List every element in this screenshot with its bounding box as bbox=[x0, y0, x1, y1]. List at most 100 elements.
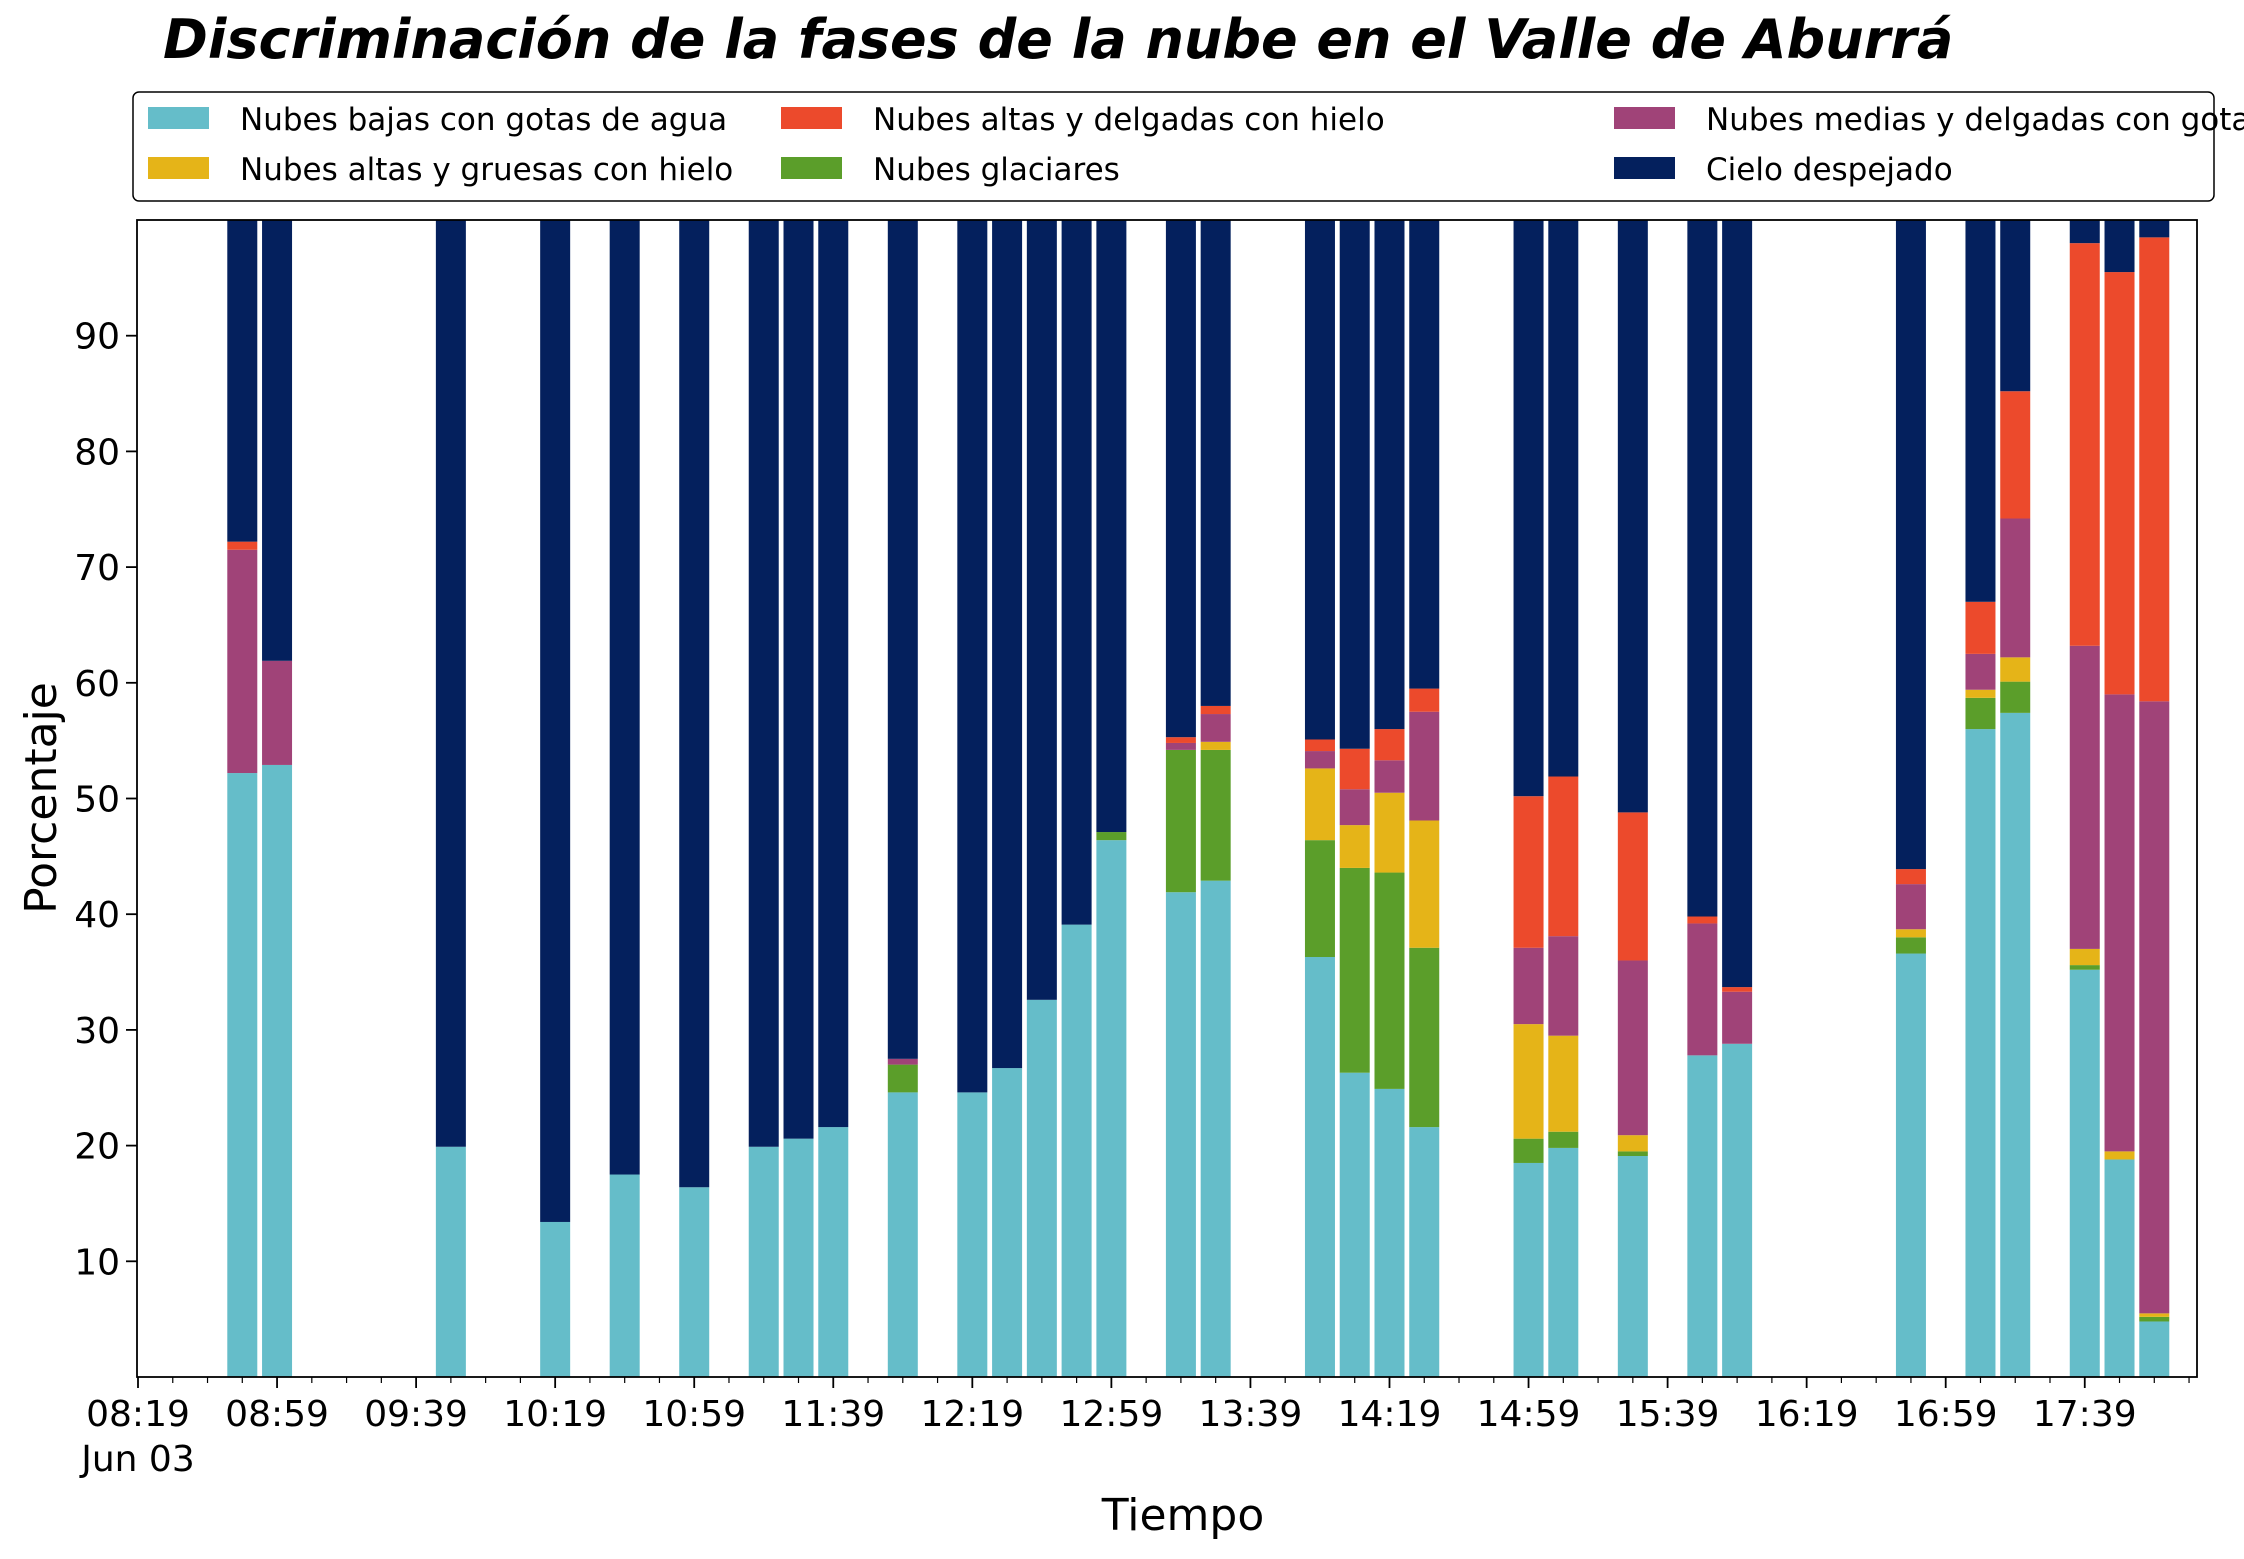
bar-segment-22-series-2 bbox=[1513, 1138, 1544, 1163]
bar-segment-26-series-6 bbox=[1722, 220, 1753, 988]
bar-segment-11-series-6 bbox=[957, 220, 988, 1093]
bar-segment-32-series-5 bbox=[2139, 237, 2170, 702]
bar-segment-5-series-1 bbox=[609, 1174, 640, 1377]
bar-segment-16-series-4 bbox=[1165, 742, 1196, 750]
bar-segment-22-series-5 bbox=[1513, 796, 1544, 948]
bar-segment-8-series-1 bbox=[783, 1138, 814, 1377]
x-tick-label-14: 16:59 bbox=[1894, 1394, 1998, 1435]
bar-segment-26-series-1 bbox=[1722, 1043, 1753, 1377]
bar-segment-8-series-6 bbox=[783, 220, 814, 1139]
x-tick-label-4: 10:19 bbox=[503, 1394, 607, 1435]
bar-segment-16-series-1 bbox=[1165, 892, 1196, 1377]
x-tick-label-8: 12:59 bbox=[1060, 1394, 1164, 1435]
bar-segment-17-series-6 bbox=[1200, 220, 1231, 706]
bar-segment-18-series-2 bbox=[1304, 840, 1335, 958]
bar-segment-27-series-6 bbox=[1895, 220, 1926, 870]
y-tick-label-70: 70 bbox=[74, 548, 120, 589]
bar-segment-2-series-1 bbox=[262, 764, 293, 1377]
x-tick-label-5: 10:59 bbox=[642, 1394, 746, 1435]
bar-segment-27-series-4 bbox=[1895, 884, 1926, 930]
legend-swatch-5 bbox=[781, 107, 842, 129]
bar-segment-27-series-2 bbox=[1895, 937, 1926, 954]
bar-segment-29-series-2 bbox=[2000, 681, 2031, 713]
x-tick-label-3: 09:39 bbox=[364, 1394, 468, 1435]
bar-segment-19-series-1 bbox=[1339, 1072, 1370, 1377]
legend-label-6: Cielo despejado bbox=[1706, 152, 1953, 188]
bar-segment-31-series-5 bbox=[2104, 272, 2135, 695]
bar-segment-19-series-3 bbox=[1339, 825, 1370, 868]
bar-segment-20-series-2 bbox=[1374, 872, 1405, 1089]
bar-segment-17-series-5 bbox=[1200, 705, 1231, 715]
legend-label-4: Nubes medias y delgadas con gotas de agu… bbox=[1706, 102, 2244, 138]
bar-segment-24-series-4 bbox=[1617, 960, 1648, 1136]
bar-segment-21-series-2 bbox=[1409, 947, 1440, 1128]
y-tick-label-10: 10 bbox=[74, 1242, 120, 1283]
bar-segment-18-series-6 bbox=[1304, 220, 1335, 740]
bar-segment-4-series-6 bbox=[540, 220, 571, 1222]
bar-segment-31-series-6 bbox=[2104, 220, 2135, 273]
bar-segment-30-series-6 bbox=[2069, 220, 2100, 244]
bar-segment-19-series-5 bbox=[1339, 748, 1370, 790]
bar-segment-10-series-2 bbox=[887, 1064, 918, 1093]
bar-segment-23-series-1 bbox=[1548, 1147, 1579, 1377]
bar-segment-27-series-3 bbox=[1895, 929, 1926, 938]
y-tick-label-30: 30 bbox=[74, 1011, 120, 1052]
bar-segment-28-series-2 bbox=[1965, 697, 1996, 730]
bar-segment-21-series-3 bbox=[1409, 820, 1440, 948]
bar-segment-25-series-4 bbox=[1687, 923, 1718, 1056]
bar-segment-1-series-4 bbox=[227, 549, 258, 774]
bar-segment-1-series-1 bbox=[227, 773, 258, 1377]
bar-segment-31-series-4 bbox=[2104, 694, 2135, 1152]
bar-segment-28-series-3 bbox=[1965, 689, 1996, 698]
bar-segment-13-series-1 bbox=[1026, 999, 1057, 1377]
bar-segment-23-series-6 bbox=[1548, 220, 1579, 777]
bar-segment-18-series-4 bbox=[1304, 751, 1335, 769]
x-tick-sublabel-date: Jun 03 bbox=[79, 1439, 195, 1480]
bar-segment-20-series-3 bbox=[1374, 792, 1405, 873]
bar-segment-1-series-6 bbox=[227, 220, 258, 542]
legend-swatch-3 bbox=[148, 157, 209, 179]
y-tick-label-40: 40 bbox=[74, 895, 120, 936]
bar-segment-9-series-1 bbox=[818, 1127, 849, 1377]
x-tick-label-11: 14:59 bbox=[1477, 1394, 1581, 1435]
x-tick-label-12: 15:39 bbox=[1616, 1394, 1720, 1435]
x-tick-label-6: 11:39 bbox=[781, 1394, 885, 1435]
x-tick-label-13: 16:19 bbox=[1755, 1394, 1859, 1435]
bar-segment-10-series-1 bbox=[887, 1092, 918, 1377]
bar-segment-4-series-1 bbox=[540, 1221, 571, 1377]
bars-group bbox=[227, 220, 2170, 1377]
bar-segment-23-series-2 bbox=[1548, 1131, 1579, 1148]
bar-segment-25-series-6 bbox=[1687, 220, 1718, 917]
bar-segment-26-series-5 bbox=[1722, 987, 1753, 992]
x-axis-label: Tiempo bbox=[1101, 1490, 1265, 1541]
bar-segment-17-series-4 bbox=[1200, 714, 1231, 742]
bar-segment-30-series-1 bbox=[2069, 969, 2100, 1377]
y-tick-label-60: 60 bbox=[74, 664, 120, 705]
bar-segment-24-series-1 bbox=[1617, 1156, 1648, 1377]
bar-segment-16-series-6 bbox=[1165, 220, 1196, 738]
bar-segment-19-series-2 bbox=[1339, 867, 1370, 1073]
bar-segment-19-series-6 bbox=[1339, 220, 1370, 749]
bar-segment-25-series-1 bbox=[1687, 1055, 1718, 1377]
legend-swatch-4 bbox=[1614, 107, 1675, 129]
legend-label-5: Nubes altas y delgadas con hielo bbox=[873, 102, 1385, 138]
bar-segment-31-series-1 bbox=[2104, 1159, 2135, 1377]
bar-segment-19-series-4 bbox=[1339, 789, 1370, 826]
y-axis: 10 20 30 40 50 60 70 80 90 bbox=[74, 317, 137, 1283]
bar-segment-15-series-6 bbox=[1096, 220, 1127, 833]
bar-segment-16-series-5 bbox=[1165, 737, 1196, 743]
bar-segment-28-series-4 bbox=[1965, 653, 1996, 690]
legend-swatch-2 bbox=[781, 157, 842, 179]
bar-segment-23-series-5 bbox=[1548, 776, 1579, 937]
bar-segment-16-series-2 bbox=[1165, 749, 1196, 893]
legend-label-3: Nubes altas y gruesas con hielo bbox=[240, 152, 733, 188]
bar-segment-3-series-6 bbox=[435, 220, 466, 1147]
bar-segment-18-series-5 bbox=[1304, 739, 1335, 752]
bar-segment-15-series-2 bbox=[1096, 832, 1127, 841]
bar-segment-5-series-6 bbox=[609, 220, 640, 1175]
y-tick-label-20: 20 bbox=[74, 1127, 120, 1168]
bar-segment-32-series-3 bbox=[2139, 1313, 2170, 1317]
